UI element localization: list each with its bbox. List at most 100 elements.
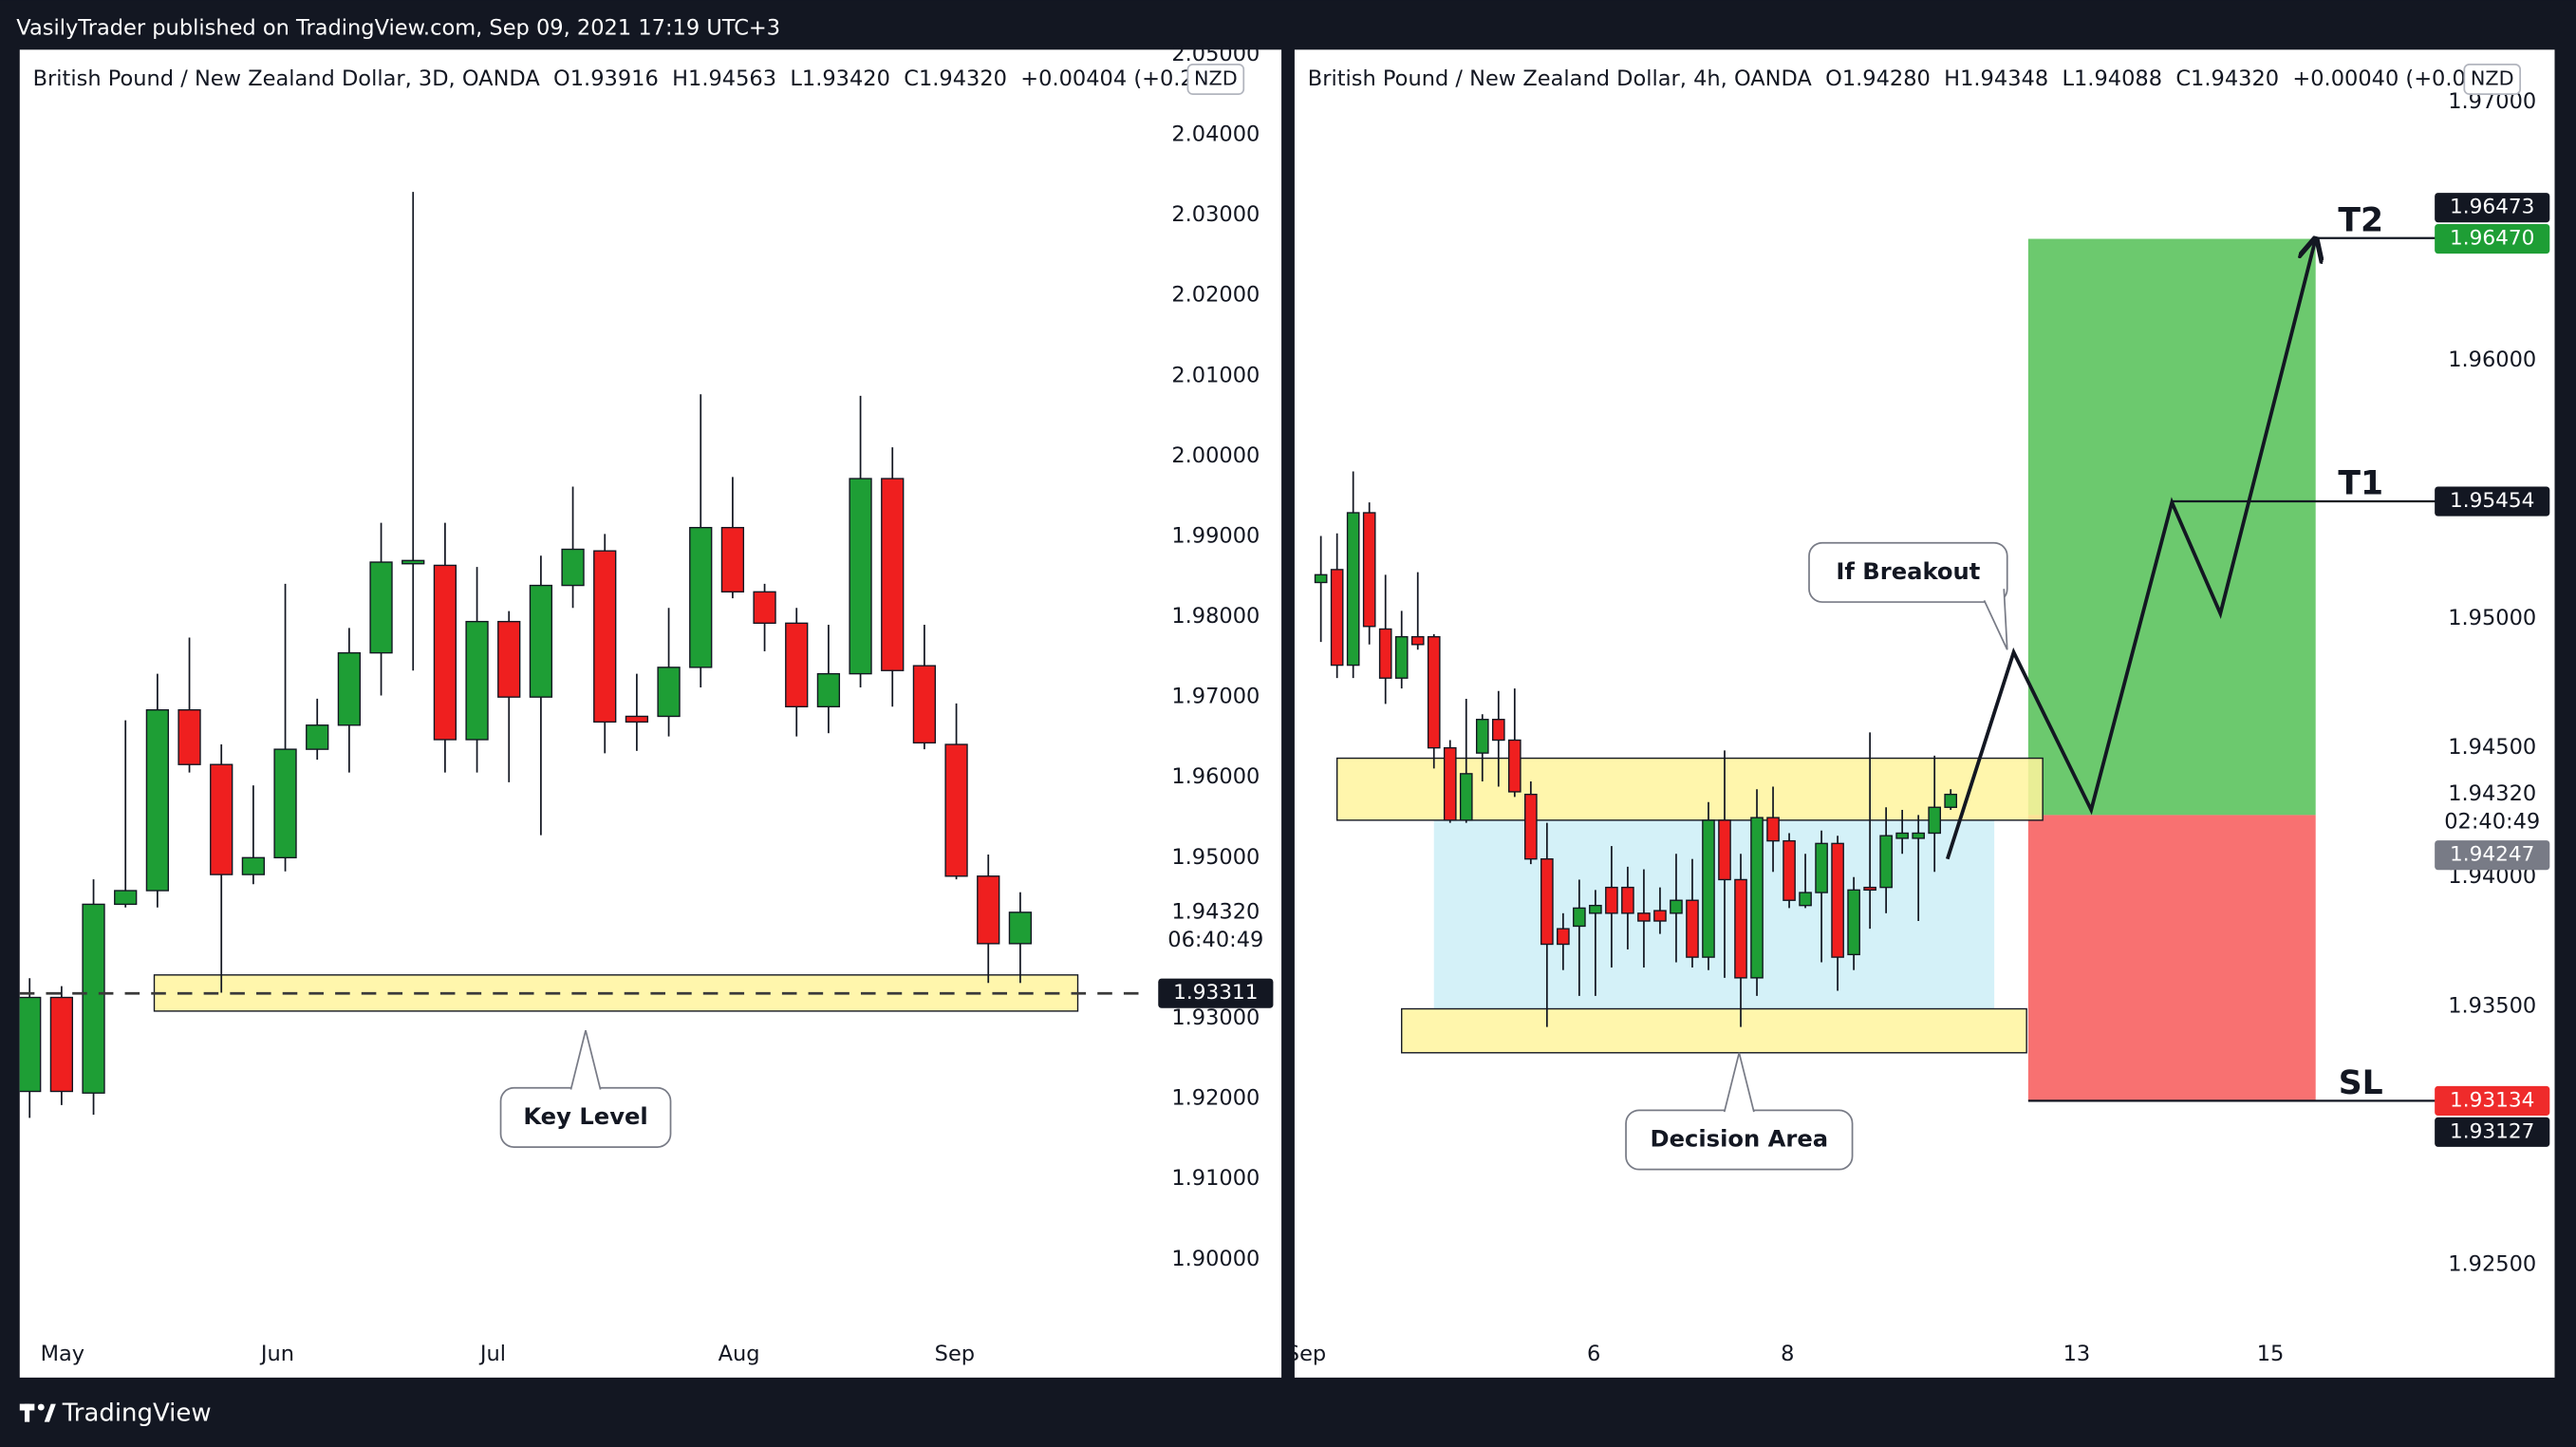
candle <box>1557 912 1570 970</box>
candle <box>177 637 201 773</box>
price-label-box <box>2435 1085 2550 1116</box>
y-tick-label: 1.95000 <box>1171 845 1260 870</box>
candle-body <box>1394 635 1409 679</box>
candle-body <box>1912 832 1925 839</box>
x-tick-label: Jul <box>478 1342 506 1366</box>
panel-left <box>19 49 1282 1378</box>
candle-body <box>1766 817 1780 842</box>
candle-body <box>1621 886 1634 914</box>
candle-body <box>1459 773 1473 821</box>
candle <box>1330 533 1344 679</box>
y-tick-label: 1.96000 <box>1171 764 1260 789</box>
x-tick-label: May <box>41 1342 85 1366</box>
y-tick-label: 1.93000 <box>1171 1005 1260 1030</box>
candle <box>1653 887 1667 934</box>
scenario-path <box>1945 239 2316 860</box>
candle-body <box>273 748 297 859</box>
candle <box>977 854 1000 984</box>
candle <box>1378 574 1392 705</box>
candle <box>1928 755 1941 873</box>
header: VasilyTrader published on TradingView.co… <box>16 15 780 40</box>
price-label: 1.93311 <box>1173 981 1258 1005</box>
candle-body <box>19 996 42 1093</box>
candle <box>1524 781 1538 865</box>
candle-body <box>241 856 266 875</box>
candle-body <box>849 478 872 675</box>
candle <box>657 608 681 737</box>
candle <box>689 394 713 687</box>
price-label-box <box>2435 1117 2550 1147</box>
candle-body <box>497 620 521 698</box>
candle <box>1589 890 1602 996</box>
candle <box>49 986 74 1105</box>
plot-area <box>1314 238 2316 1101</box>
panel-right <box>1294 49 2555 1378</box>
candle-body <box>1750 817 1764 979</box>
candle <box>1815 830 1828 963</box>
y-tick-label: 1.90000 <box>1171 1247 1260 1271</box>
candle-body <box>1362 512 1376 628</box>
candle-body <box>1378 628 1392 679</box>
target-zone <box>2027 238 2316 816</box>
candle-body <box>1718 819 1731 881</box>
callout-text: Decision Area <box>1650 1126 1828 1153</box>
x-tick-label: Jun <box>259 1342 294 1366</box>
candle <box>19 978 42 1118</box>
candle <box>273 583 297 872</box>
candle <box>1895 809 1909 855</box>
candle <box>1734 854 1747 1027</box>
callout-box <box>1808 541 2008 603</box>
candle-body <box>114 890 138 906</box>
candle <box>241 785 266 885</box>
candle-body <box>881 478 905 671</box>
candle <box>1879 807 1893 913</box>
candle <box>82 879 105 1116</box>
y-tick-label: 1.97000 <box>1171 685 1260 709</box>
candle <box>1346 471 1360 679</box>
last-price: 1.94320 <box>2448 781 2536 806</box>
candle-body <box>977 875 1000 945</box>
candle-body <box>785 622 809 707</box>
candle-body <box>1734 878 1747 979</box>
candle <box>337 628 362 773</box>
candle-body <box>1605 886 1618 914</box>
callout: Decision Area <box>1625 1052 1854 1171</box>
price-label-box <box>2435 223 2550 254</box>
candle-body <box>1653 910 1667 922</box>
x-tick-label: Sep <box>1286 1342 1326 1366</box>
last-price: 1.94320 <box>1171 899 1260 924</box>
y-tick-label: 1.94500 <box>2448 735 2536 760</box>
candle-body <box>1557 928 1570 946</box>
legend: British Pound / New Zealand Dollar, 3D, … <box>33 66 1237 91</box>
legend-bg <box>1300 63 2420 96</box>
logo <box>19 1403 56 1422</box>
candle <box>1008 892 1033 984</box>
candle <box>912 625 937 750</box>
x-tick-label: 6 <box>1587 1342 1600 1366</box>
candle-body <box>1491 719 1505 742</box>
price-label-box <box>2435 486 2550 517</box>
candle-body <box>145 708 170 892</box>
y-tick-label: 1.92500 <box>2448 1251 2536 1276</box>
countdown: 06:40:49 <box>1167 928 1263 952</box>
candle <box>1443 740 1457 823</box>
candle <box>625 673 649 751</box>
level-label: SL <box>2339 1064 2383 1102</box>
candle <box>306 698 329 761</box>
callout-pointer <box>1983 589 2008 650</box>
candle <box>561 486 585 609</box>
candle-body <box>912 665 937 744</box>
callout-text: Key Level <box>523 1103 647 1130</box>
legend: British Pound / New Zealand Dollar, 4h, … <box>1308 66 2509 91</box>
countdown: 02:40:49 <box>2444 810 2540 835</box>
candle-body <box>1508 739 1521 793</box>
candle-body <box>306 724 329 750</box>
y-tick-label: 1.92000 <box>1171 1086 1260 1111</box>
candle-body <box>1475 719 1489 754</box>
candle-body <box>1944 793 1958 808</box>
callout: If Breakout <box>1808 541 2008 650</box>
x-tick-label: Sep <box>935 1342 975 1366</box>
candle-body <box>753 591 776 625</box>
y-tick-label: 1.95000 <box>2448 606 2536 630</box>
candle-body <box>720 526 745 593</box>
